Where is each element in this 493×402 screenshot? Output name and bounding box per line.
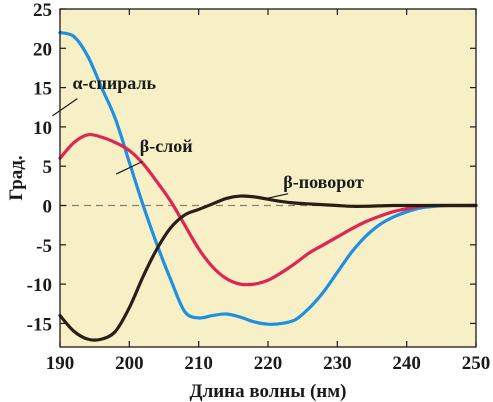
- x-tick-label: 220: [254, 353, 283, 374]
- plot-background: [60, 9, 476, 347]
- y-tick-label: 10: [33, 118, 52, 139]
- series-label-2: β-слой: [140, 136, 193, 156]
- x-tick-label: 230: [323, 353, 352, 374]
- x-tick-label: 210: [184, 353, 213, 374]
- label-pointer-2: [115, 160, 143, 175]
- x-tick-label: 200: [115, 353, 144, 374]
- x-tick-label: 190: [46, 353, 75, 374]
- label-pointer-1: [52, 98, 78, 117]
- x-tick-label: 250: [462, 353, 491, 374]
- label-pointer-3: [266, 193, 289, 200]
- y-tick-label: 5: [43, 157, 53, 178]
- x-tick-label: 240: [392, 353, 421, 374]
- y-tick-label: -10: [27, 275, 52, 296]
- y-tick-label: 20: [33, 39, 52, 60]
- series-line-1: [58, 30, 478, 326]
- y-axis-title: Град.: [6, 155, 27, 200]
- series-label-1: α-спираль: [72, 73, 156, 93]
- x-axis-title: Длина волны (нм): [190, 381, 347, 402]
- y-tick-label: -15: [27, 314, 52, 335]
- y-tick-label: 25: [33, 0, 52, 21]
- series-line-2: [58, 132, 478, 287]
- series-line-3: [58, 194, 478, 342]
- y-tick-label: 0: [43, 197, 53, 218]
- y-tick-label: -5: [36, 236, 52, 257]
- series-label-3: β-поворот: [283, 172, 364, 192]
- y-tick-label: 15: [33, 79, 52, 100]
